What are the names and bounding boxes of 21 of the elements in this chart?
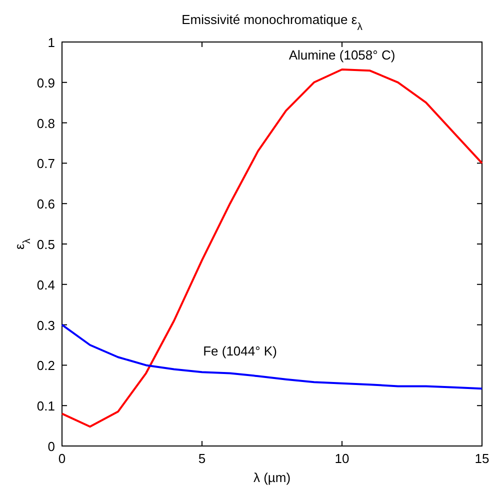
x-tick-label: 5 [198, 451, 206, 466]
line-series [61, 68, 483, 428]
y-tick-label: 0 [48, 439, 55, 454]
series-label: Fe (1044° K) [203, 343, 277, 358]
x-tick-label: 10 [334, 451, 350, 466]
line-series [61, 324, 483, 390]
y-tick-label: 0.2 [36, 358, 55, 374]
y-tick-label: 0.7 [36, 156, 55, 172]
y-tick-label: 0.3 [36, 318, 55, 333]
y-tick-label: 0.5 [36, 237, 55, 252]
y-tick-label: 0.9 [36, 75, 55, 90]
x-axis-title: λ (µm) [253, 470, 291, 485]
y-tick-label: 0.1 [36, 398, 55, 414]
x-tick-label: 0 [58, 451, 66, 466]
series-label: Alumine (1058° C) [288, 47, 396, 62]
y-tick-label: 0.6 [36, 196, 55, 212]
y-tick-label: 1 [48, 35, 55, 50]
y-tick-label: 0.4 [36, 277, 55, 292]
x-tick-label: 15 [474, 451, 490, 466]
y-tick-label: 0.8 [36, 116, 55, 131]
chart-title: Emissivité monochromatique ε$_{λ}$ [182, 12, 364, 32]
